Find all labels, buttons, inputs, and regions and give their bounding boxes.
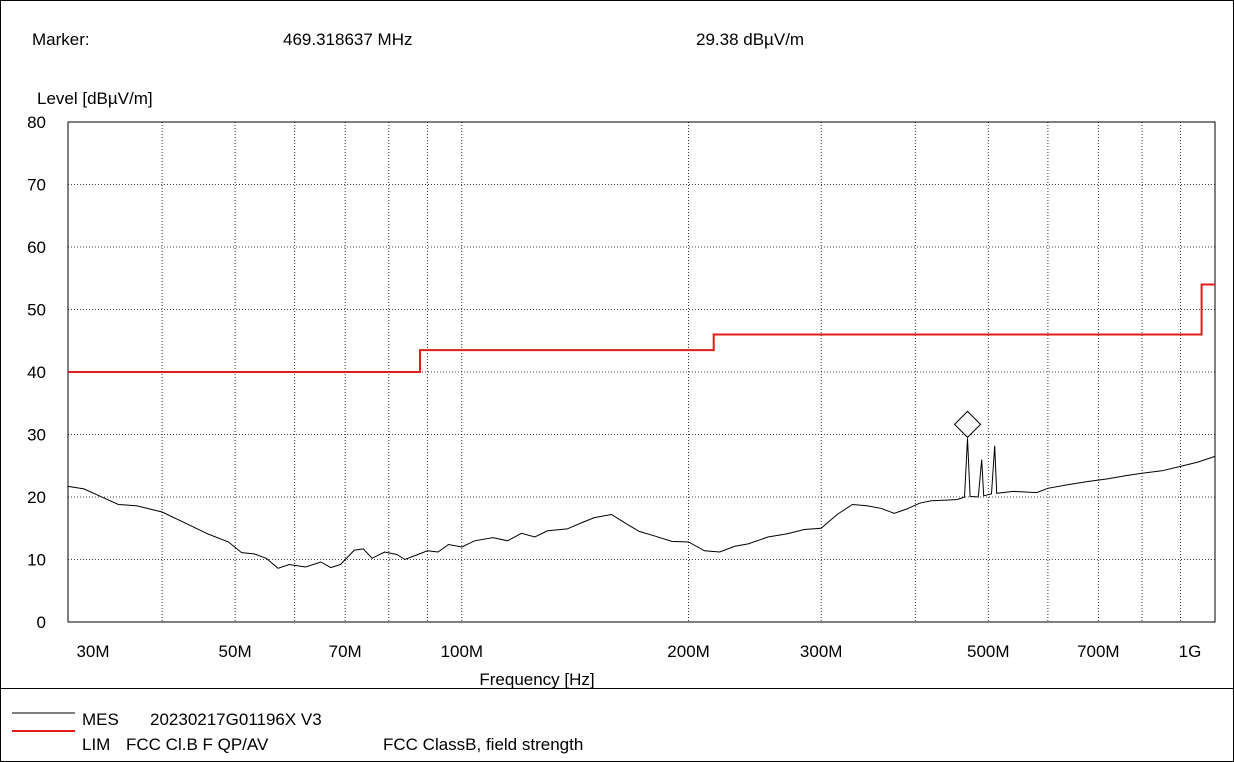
y-tick-label: 70	[27, 176, 46, 195]
x-tick-labels: 30M 50M 70M 100M 200M 300M 500M 700M 1G	[76, 642, 1201, 661]
y-tick-label: 40	[27, 363, 46, 382]
x-tick-label: 700M	[1077, 642, 1120, 661]
legend-separator	[0, 688, 1233, 689]
legend-text-lim: FCC Cl.B F QP/AV	[126, 735, 269, 754]
marker-diamond-icon	[953, 410, 982, 439]
legend-text-mes: 20230217G01196X V3	[150, 710, 322, 729]
y-tick-label: 60	[27, 238, 46, 257]
y-tick-label: 30	[27, 426, 46, 445]
y-tick-label: 0	[37, 613, 46, 632]
x-tick-label: 200M	[667, 642, 710, 661]
limit-line	[68, 283, 1215, 373]
marker-frequency: 469.318637 MHz	[283, 30, 413, 49]
legend-extra-lim: FCC ClassB, field strength	[383, 735, 583, 754]
marker-label: Marker:	[32, 30, 90, 49]
x-axis-label: Frequency [Hz]	[479, 670, 594, 689]
x-tick-label: 50M	[219, 642, 252, 661]
x-tick-label: 70M	[329, 642, 362, 661]
y-tick-label: 80	[27, 113, 46, 132]
y-tick-labels: 0 10 20 30 40 50 60 70 80	[27, 113, 46, 632]
x-tick-label: 500M	[967, 642, 1010, 661]
y-axis-label: Level [dBµV/m]	[37, 89, 153, 108]
y-tick-label: 50	[27, 301, 46, 320]
marker-level: 29.38 dBµV/m	[696, 30, 805, 49]
grid-lines	[68, 122, 1215, 622]
x-tick-label: 30M	[76, 642, 109, 661]
y-tick-label: 20	[27, 488, 46, 507]
legend-key-lim: LIM	[82, 735, 110, 754]
measurement-trace	[67, 438, 1216, 569]
x-tick-label: 300M	[800, 642, 843, 661]
legend-key-mes: MES	[82, 710, 119, 729]
y-tick-label: 10	[27, 551, 46, 570]
x-tick-label: 1G	[1179, 642, 1202, 661]
x-tick-label: 100M	[441, 642, 484, 661]
